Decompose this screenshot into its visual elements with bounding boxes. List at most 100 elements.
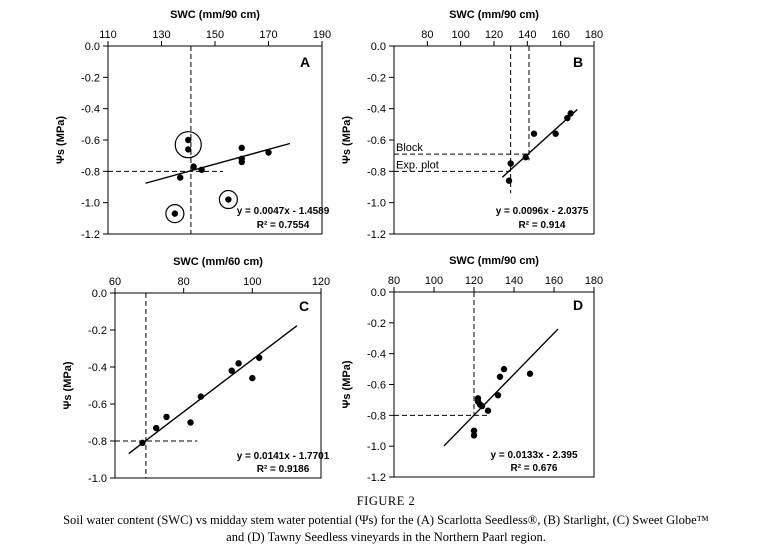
data-point <box>163 413 170 421</box>
y-axis-title: Ψs (MPa) <box>62 361 74 409</box>
panel-a: 110 130 150 170 190 0.0 -0.2 -0.4 -0.6 -0.8 -1.0 -1… <box>55 9 331 241</box>
figure-2-charts: 110 130 150 170 190 0.0 -0.2 -0.4 -0.6 -0.8 -1.0 -1… <box>55 9 603 485</box>
y-tick-label: -0.2 <box>367 72 386 84</box>
regression-line <box>501 109 578 178</box>
data-point <box>185 136 192 144</box>
x-tick-label: 140 <box>505 275 523 287</box>
y-tick-label: 0.0 <box>85 41 100 53</box>
panel-label: C <box>299 298 309 314</box>
data-point <box>505 177 513 184</box>
data-point <box>171 210 179 217</box>
data-point <box>530 130 538 137</box>
data-point <box>185 146 192 153</box>
figure-number: FIGURE 2 <box>356 494 416 508</box>
data-point <box>177 174 184 181</box>
x-tick-label: 80 <box>421 29 433 41</box>
r-squared: R² = 0.7554 <box>257 220 310 231</box>
x-tick-label: 120 <box>465 275 483 287</box>
data-point <box>190 163 197 170</box>
highlight-circle <box>218 189 238 210</box>
x-axis-title: SWC (mm/90 cm) <box>170 9 260 21</box>
y-tick-label: -1.0 <box>367 441 386 453</box>
y-tick-label: -1.0 <box>81 198 100 210</box>
panel-d: 80 100 120 140 160 180 0.0 -0.2 -0.4 -0.6 -0.8 -1.0… <box>341 255 603 484</box>
annotation-exp-plot: Exp. plot <box>396 159 439 171</box>
x-tick-label: 100 <box>451 29 469 41</box>
highlight-circle <box>165 204 185 224</box>
regression-equation: y = 0.0141x - 1.7701 <box>237 451 330 462</box>
panel-label: D <box>573 297 583 313</box>
data-point <box>564 114 571 122</box>
x-tick-label: 120 <box>312 276 330 288</box>
data-point <box>265 149 272 156</box>
annotation-block: Block <box>396 142 423 154</box>
x-tick-label: 100 <box>425 275 443 287</box>
x-tick-label: 110 <box>99 29 117 41</box>
y-tick-label: 0.0 <box>92 288 107 300</box>
y-tick-label: -0.6 <box>88 399 107 411</box>
x-tick-label: 180 <box>585 29 603 41</box>
data-point <box>552 130 559 137</box>
panel-label: B <box>573 54 583 70</box>
data-point <box>500 365 508 373</box>
y-tick-label: -0.2 <box>367 318 386 330</box>
panel-c: 60 80 100 120 0.0 -0.2 -0.4 -0.6 -0.8 -1.0 SWC (mm… <box>62 256 330 485</box>
y-tick-label: -0.8 <box>367 410 386 422</box>
y-tick-label: -0.8 <box>367 166 386 178</box>
x-tick-label: 170 <box>259 29 277 41</box>
y-tick-label: -0.2 <box>81 72 100 84</box>
data-point <box>235 360 242 367</box>
x-tick-label: 140 <box>518 29 536 41</box>
r-squared: R² = 0.9186 <box>257 464 310 475</box>
y-tick-label: -0.4 <box>88 362 107 374</box>
highlight-circle <box>174 131 202 159</box>
r-squared: R² = 0.914 <box>519 220 566 231</box>
figure-caption-line-1: Soil water content (SWC) vs midday stem … <box>63 513 709 527</box>
data-point <box>187 419 194 426</box>
y-tick-label: -0.6 <box>367 380 386 392</box>
data-point <box>228 367 235 374</box>
x-tick-label: 100 <box>243 276 261 288</box>
y-tick-label: -1.2 <box>367 229 386 241</box>
y-tick-label: -0.6 <box>367 135 386 147</box>
regression-line <box>145 142 291 184</box>
x-axis-title: SWC (mm/90 cm) <box>449 9 539 21</box>
data-point <box>153 424 160 432</box>
y-tick-label: -0.4 <box>81 104 100 116</box>
plot-frame <box>114 292 322 479</box>
data-point <box>494 392 502 399</box>
data-point <box>225 196 232 203</box>
y-tick-label: -0.8 <box>81 166 100 178</box>
data-point <box>507 160 514 167</box>
data-point <box>139 439 146 447</box>
x-tick-label: 160 <box>545 275 563 287</box>
data-point <box>484 407 492 414</box>
y-tick-label: -1.0 <box>367 198 386 210</box>
x-tick-label: 160 <box>551 29 569 41</box>
x-tick-label: 80 <box>178 276 190 288</box>
data-point <box>198 166 205 173</box>
x-tick-label: 150 <box>206 29 224 41</box>
y-tick-label: -1.2 <box>81 229 100 241</box>
y-tick-label: -0.4 <box>367 349 386 361</box>
x-tick-label: 180 <box>585 275 603 287</box>
x-axis-title: SWC (mm/60 cm) <box>173 256 263 268</box>
regression-equation: y = 0.0133x - 2.395 <box>490 450 577 461</box>
data-point <box>238 144 245 152</box>
x-tick-label: 60 <box>109 276 121 288</box>
y-tick-label: -1.2 <box>367 472 386 484</box>
x-axis-title: SWC (mm/90 cm) <box>449 255 539 267</box>
regression-equation: y = 0.0096x - 2.0375 <box>496 206 589 217</box>
data-point <box>197 393 205 400</box>
regression-equation: y = 0.0047x - 1.4589 <box>237 206 330 217</box>
panel-b: 80 100 120 140 160 180 0.0 -0.2 -0.4 -0.6 -0.8 -1.0… <box>341 9 603 241</box>
data-point <box>256 354 263 361</box>
data-point <box>470 432 478 439</box>
y-tick-label: -0.6 <box>81 135 100 147</box>
y-tick-label: -0.4 <box>367 104 386 116</box>
y-tick-label: -0.8 <box>88 436 107 448</box>
y-tick-label: 0.0 <box>371 41 386 53</box>
y-tick-label: -1.0 <box>88 473 107 485</box>
data-point <box>478 402 486 410</box>
r-squared: R² = 0.676 <box>511 463 558 474</box>
